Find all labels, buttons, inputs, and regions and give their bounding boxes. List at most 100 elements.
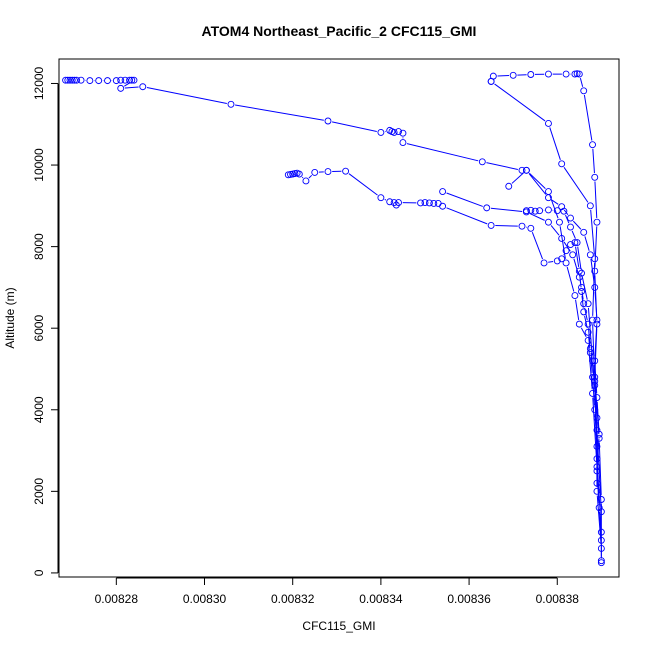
data-point	[595, 434, 603, 442]
data-point	[593, 487, 601, 495]
x-tick-label: 0.00836	[447, 592, 491, 606]
data-point	[395, 199, 402, 207]
data-point	[558, 255, 566, 263]
data-point	[593, 467, 601, 475]
data-point	[591, 283, 599, 291]
data-point	[584, 300, 592, 308]
data-point	[311, 168, 319, 176]
data-point	[390, 199, 398, 207]
data-point	[553, 257, 561, 265]
data-point	[597, 496, 605, 503]
data-point	[518, 222, 526, 230]
data-point	[545, 70, 552, 78]
data-point	[586, 251, 594, 259]
data-point	[586, 345, 594, 353]
data-point	[589, 390, 596, 397]
data-point	[589, 141, 596, 149]
data-point	[597, 545, 605, 552]
data-point	[121, 76, 129, 84]
series-line-profile-6	[543, 209, 598, 479]
x-tick-label: 0.00832	[271, 592, 315, 606]
data-point	[62, 76, 70, 84]
data-point	[584, 336, 592, 344]
y-axis: 0 2000 4000 6000 8000 10000 12000	[32, 66, 59, 576]
data-point	[567, 214, 574, 222]
data-point	[439, 188, 447, 196]
data-point	[487, 77, 495, 85]
data-point	[593, 316, 601, 324]
data-point	[571, 239, 579, 246]
data-point	[558, 235, 566, 242]
data-point	[439, 202, 447, 210]
data-point	[425, 199, 433, 207]
data-point	[575, 273, 583, 281]
data-point	[567, 241, 574, 249]
data-point	[558, 203, 566, 211]
data-point	[589, 373, 596, 381]
data-point	[64, 76, 72, 84]
data-point	[597, 536, 605, 544]
data-point	[569, 251, 577, 259]
data-point	[126, 76, 134, 84]
data-point	[597, 557, 605, 565]
data-point	[553, 207, 561, 215]
y-tick-label: 0	[32, 569, 46, 576]
x-tick-label: 0.00834	[359, 592, 403, 606]
data-point	[527, 206, 535, 214]
data-point	[522, 166, 530, 174]
y-tick-label: 8000	[32, 233, 46, 260]
data-point	[593, 463, 601, 471]
data-point	[540, 259, 548, 267]
y-axis-label: Altitude (m)	[3, 287, 17, 348]
y-tick-label: 2000	[32, 478, 46, 505]
data-point	[295, 170, 303, 178]
data-point	[573, 239, 581, 246]
data-point	[567, 223, 574, 231]
plot-points	[62, 70, 605, 567]
data-point	[227, 100, 235, 108]
data-point	[593, 443, 601, 450]
data-point	[522, 207, 530, 215]
data-point	[399, 129, 407, 137]
data-point	[527, 71, 535, 78]
data-point	[545, 218, 552, 226]
data-point	[324, 117, 332, 125]
data-point	[386, 198, 394, 206]
series-line-profile-1	[85, 79, 602, 559]
data-point	[578, 283, 585, 291]
data-point	[597, 508, 605, 516]
data-point	[86, 77, 94, 85]
data-point	[595, 430, 603, 438]
data-point	[593, 218, 601, 226]
data-point	[597, 559, 605, 567]
data-point	[575, 70, 583, 78]
data-point	[395, 128, 402, 136]
data-point	[586, 202, 594, 210]
data-point	[562, 70, 570, 78]
data-point	[324, 168, 332, 176]
data-point	[342, 167, 350, 175]
data-point	[70, 76, 78, 84]
data-point	[584, 320, 592, 328]
data-point	[536, 207, 544, 215]
data-point	[593, 479, 601, 487]
data-point	[584, 328, 592, 336]
chart-title: ATOM4 Northeast_Pacific_2 CFC115_GMI	[202, 23, 477, 39]
x-axis-label: CFC115_GMI	[302, 619, 375, 633]
data-point	[591, 377, 599, 385]
series-line-profile-2	[497, 73, 602, 557]
data-point	[591, 267, 599, 275]
x-tick-label: 0.00838	[536, 592, 580, 606]
data-point	[591, 381, 599, 389]
data-point	[377, 128, 385, 136]
data-point	[580, 87, 588, 95]
data-point	[505, 182, 513, 190]
data-point	[478, 158, 486, 166]
y-tick-label: 4000	[32, 396, 46, 423]
data-point	[580, 300, 588, 308]
data-point	[430, 199, 438, 207]
data-point	[73, 76, 81, 84]
data-point	[117, 76, 125, 84]
data-point	[112, 77, 120, 85]
